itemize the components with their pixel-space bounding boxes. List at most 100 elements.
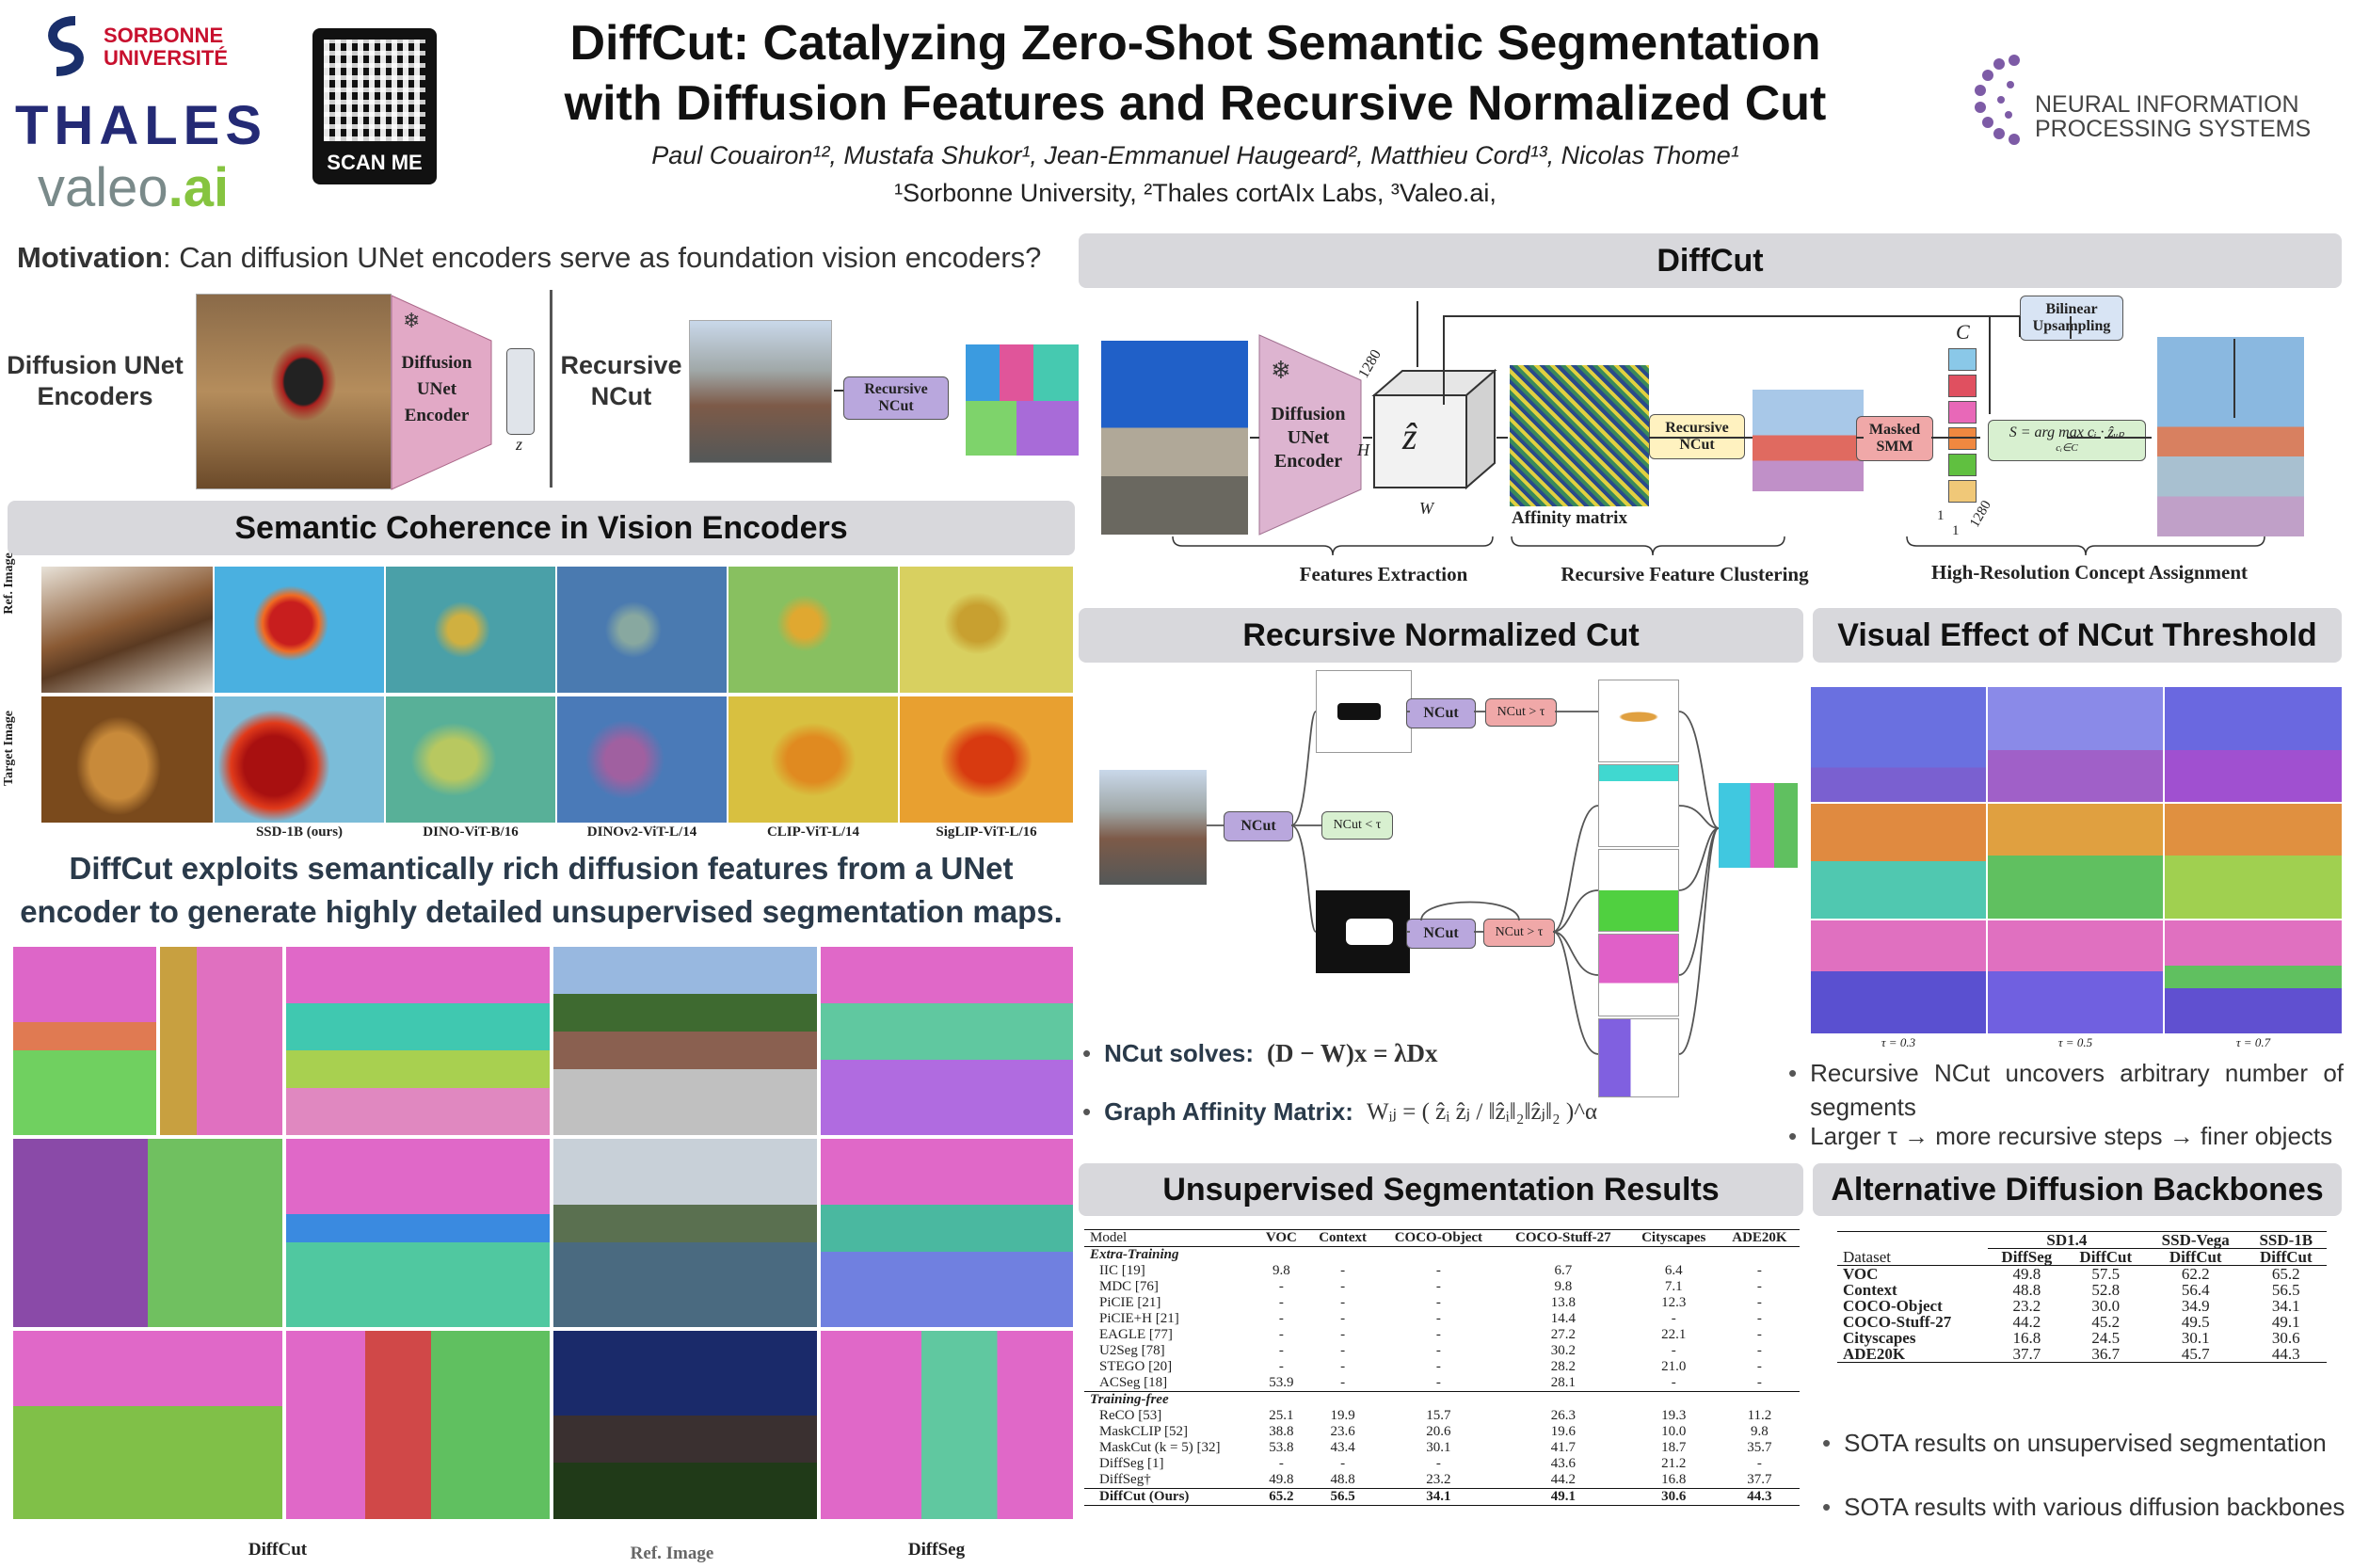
backbone-cell: 36.7 — [2091, 1345, 2121, 1363]
results-col-voc: VOC — [1265, 1230, 1297, 1245]
concept-stack — [1948, 348, 1980, 508]
results-cell: 6.7 — [1554, 1263, 1573, 1278]
dim-w: W — [1419, 499, 1433, 518]
results-cell: - — [1435, 1279, 1441, 1294]
latent-z-label: z — [516, 435, 523, 454]
results-cell: 44.2 — [1550, 1472, 1576, 1487]
results-cell: 21.2 — [1661, 1456, 1687, 1471]
gallery-ref-3 — [553, 1331, 817, 1519]
coherence-caption-2: DINOv2-ViT-L/14 — [586, 824, 697, 840]
results-col-model: Model — [1090, 1230, 1128, 1245]
results-cell: - — [1756, 1279, 1762, 1294]
results-cell: 10.0 — [1661, 1424, 1687, 1439]
backbone-cell: 30.1 — [2181, 1329, 2210, 1347]
results-cell: - — [1435, 1456, 1441, 1471]
results-cell: 23.6 — [1330, 1424, 1355, 1439]
heatmap-ssd-ref — [215, 567, 384, 693]
backbone-ssd-vega: SSD-Vega — [2145, 1231, 2246, 1249]
rncut-connectors — [1207, 711, 1720, 1055]
results-table-wrap: Model VOC Context COCO-Object COCO-Stuff… — [1084, 1229, 1800, 1506]
results-cell: - — [1340, 1456, 1346, 1471]
backbones-bullet-1: • SOTA results on unsupervised segmentati… — [1822, 1429, 2327, 1457]
table-row-ours: DiffCut (Ours) 65.2 56.5 34.1 49.1 30.6 44.3 — [1084, 1488, 1800, 1506]
rncut-bullet-1: • NCut solves: (D − W)x = λDx — [1082, 1039, 1438, 1067]
results-model-name: IIC [19] — [1099, 1263, 1145, 1278]
results-model-name: DiffCut (Ours) — [1099, 1489, 1190, 1504]
backbone-cell: 45.2 — [2091, 1313, 2121, 1331]
table-row: MaskCLIP [52] 38.8 23.6 20.6 19.6 10.0 9.8 — [1084, 1424, 1800, 1440]
backbone-cell: 45.7 — [2181, 1345, 2210, 1363]
gallery-diffseg-2 — [821, 1139, 1073, 1327]
results-cell: - — [1340, 1295, 1346, 1310]
results-cell: 30.2 — [1550, 1343, 1576, 1358]
backbone-cell: 16.8 — [2012, 1329, 2041, 1347]
coherence-heading: Semantic Coherence in Vision Encoders — [8, 501, 1075, 555]
gallery-diffcut-1c — [286, 947, 550, 1135]
results-cell: 49.8 — [1269, 1472, 1294, 1487]
results-cell: - — [1671, 1343, 1676, 1358]
results-cell: - — [1756, 1343, 1762, 1358]
pipeline-encoder: ❄ — [1258, 334, 1362, 536]
backbone-col-diffcut-1b: DiffCut — [2259, 1248, 2313, 1266]
latent-zhat: ẑ — [1402, 415, 1417, 457]
heatmap-ssd-target — [215, 696, 384, 823]
coherence-grid — [41, 567, 1073, 823]
results-cell: 19.6 — [1550, 1424, 1576, 1439]
backbone-cell: 57.5 — [2091, 1265, 2121, 1283]
rncut-gt-tau-bottom: NCut > τ — [1483, 919, 1555, 947]
results-cell: - — [1671, 1311, 1676, 1326]
results-group-label: Extra-Training — [1090, 1247, 1179, 1262]
tau-0: τ = 0.3 — [1881, 1035, 1916, 1049]
results-model-name: EAGLE [77] — [1099, 1327, 1173, 1342]
motivation-left-label: Diffusion UNet Encoders — [7, 351, 184, 410]
motivation-line: Motivation: Can diffusion UNet encoders … — [17, 241, 1042, 274]
rncut-mask-top — [1316, 670, 1412, 753]
affinity-matrix-image — [1510, 365, 1649, 506]
street-image — [689, 320, 832, 463]
table-row: COCO-Object 23.2 30.0 34.9 34.1 — [1837, 1298, 2327, 1314]
motivation-right-label: Recursive NCut — [560, 351, 682, 410]
pipeline-output-image — [2157, 337, 2304, 536]
results-cell: - — [1435, 1311, 1441, 1326]
snowflake-icon: ❄ — [403, 309, 420, 332]
results-model-name: ACSeg [18] — [1099, 1375, 1168, 1390]
valeo-logo: valeo.ai — [38, 157, 230, 218]
results-col-coco-stuff: COCO-Stuff-27 — [1515, 1230, 1611, 1245]
row-label-target: Target Image — [2, 711, 16, 786]
results-model-name: STEGO [20] — [1099, 1359, 1173, 1374]
heatmap-dinov2-target — [557, 696, 727, 823]
table-row: U2Seg [78] - - - 30.2 - - — [1084, 1343, 1800, 1359]
gallery-diffcut-1b — [160, 947, 282, 1135]
results-cell: - — [1278, 1359, 1284, 1374]
backbone-ssd-1b: SSD-1B — [2245, 1231, 2327, 1249]
affinity-label: Affinity matrix — [1512, 508, 1627, 528]
results-cell: 48.8 — [1330, 1472, 1355, 1487]
threshold-bullet-1: • Recursive NCut uncovers arbitrary numbe… — [1788, 1059, 2344, 1121]
results-cell: 20.6 — [1426, 1424, 1451, 1439]
gallery-diffcut-2b — [286, 1139, 550, 1327]
results-cell: 30.6 — [1661, 1489, 1687, 1504]
backbones-table-wrap: SD1.4 SSD-Vega SSD-1B Dataset DiffSeg Di… — [1837, 1231, 2327, 1363]
heatmap-dino-ref — [386, 567, 555, 693]
coherence-caption-3: CLIP-ViT-L/14 — [766, 824, 860, 840]
results-col-coco-object: COCO-Object — [1394, 1230, 1482, 1245]
gallery-ref-1 — [553, 947, 817, 1135]
gallery-diffseg-3 — [821, 1331, 1073, 1519]
results-col-ade20k: ADE20K — [1732, 1230, 1787, 1245]
results-model-name: U2Seg [78] — [1099, 1343, 1165, 1358]
qr-code[interactable]: SCAN ME — [312, 28, 437, 184]
backbone-cell: 44.3 — [2271, 1345, 2300, 1363]
results-cell: - — [1278, 1343, 1284, 1358]
results-cell: 27.2 — [1550, 1327, 1576, 1342]
table-row: DiffSeg [1] - - - 43.6 21.2 - — [1084, 1456, 1800, 1472]
rncut-heading: Recursive Normalized Cut — [1079, 608, 1803, 663]
backbone-cell: 62.2 — [2181, 1265, 2210, 1283]
authors: Paul Couairon¹², Mustafa Shukor¹, Jean-E… — [651, 141, 1739, 169]
table-row: PiCIE+H [21] - - - 14.4 - - — [1084, 1311, 1800, 1327]
table-row: MaskCut (k = 5) [32] 53.8 43.4 30.1 41.7 18.7… — [1084, 1440, 1800, 1456]
results-cell: - — [1278, 1311, 1284, 1326]
coherence-caption-0: SSD-1B (ours) — [255, 824, 344, 840]
results-cell: 9.8 — [1272, 1263, 1290, 1278]
latent-cube — [1371, 368, 1497, 490]
backbone-cell: 65.2 — [2271, 1265, 2300, 1283]
